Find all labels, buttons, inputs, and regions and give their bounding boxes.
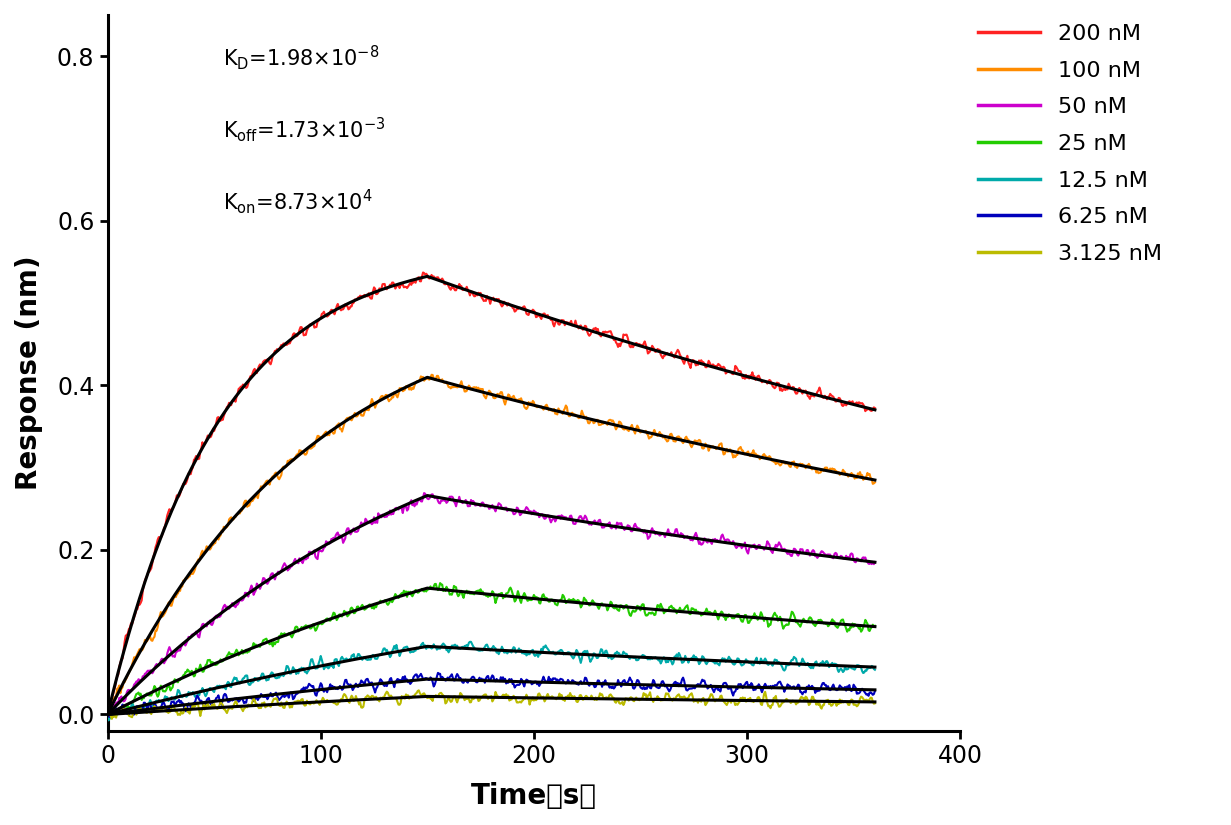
Text: K$_\mathrm{D}$=1.98×10$^{-8}$: K$_\mathrm{D}$=1.98×10$^{-8}$ — [223, 44, 379, 73]
Text: K$_\mathrm{off}$=1.73×10$^{-3}$: K$_\mathrm{off}$=1.73×10$^{-3}$ — [223, 116, 385, 144]
Text: K$_\mathrm{on}$=8.73×10$^{4}$: K$_\mathrm{on}$=8.73×10$^{4}$ — [223, 186, 373, 215]
Legend: 200 nM, 100 nM, 50 nM, 25 nM, 12.5 nM, 6.25 nM, 3.125 nM: 200 nM, 100 nM, 50 nM, 25 nM, 12.5 nM, 6… — [969, 15, 1171, 273]
Y-axis label: Response (nm): Response (nm) — [15, 256, 43, 490]
X-axis label: Time（s）: Time（s） — [471, 782, 597, 810]
